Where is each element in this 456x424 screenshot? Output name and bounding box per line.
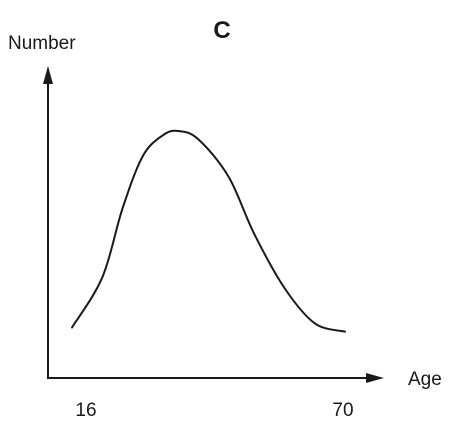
x-axis-arrowhead <box>366 373 384 383</box>
x-axis-label: Age <box>408 369 442 390</box>
y-axis-arrowhead <box>43 66 53 84</box>
series-line <box>71 129 346 333</box>
x-tick-label-16: 16 <box>75 400 96 421</box>
x-tick-label-70: 70 <box>332 400 353 421</box>
y-axis-label: Number <box>8 33 76 54</box>
chart-title: C <box>213 17 230 44</box>
